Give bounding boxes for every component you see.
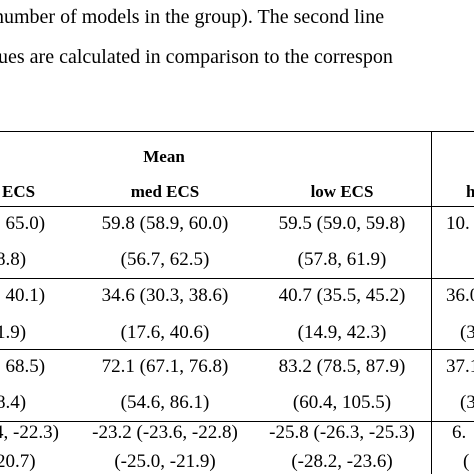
table-cell: (-25.0, -21.9) (114, 451, 216, 472)
table-cell: (54.6, 86.1) (120, 392, 210, 413)
column-header-low-ecs: low ECS (310, 182, 374, 201)
table-cell: 1.9) (0, 322, 27, 343)
table-top-rule (0, 131, 474, 132)
table-cell: (3 (460, 322, 474, 343)
table-cell: , 68.5) (0, 356, 46, 377)
table-column-divider (431, 131, 432, 474)
column-header-med-ecs: med ECS (130, 182, 200, 201)
table-cell: (56.7, 62.5) (120, 249, 210, 270)
table-cell: 59.5 (59.0, 59.8) (278, 213, 406, 234)
column-header-partial: h (466, 182, 474, 201)
table-cell: 37.1 (446, 356, 474, 377)
table-cell: (-28.2, -23.6) (291, 451, 393, 472)
table-cell: (17.6, 40.6) (120, 322, 210, 343)
table-cell: (14.9, 42.3) (297, 322, 387, 343)
table-cell: -25.8 (-26.3, -25.3) (269, 422, 415, 443)
table-cell: , 40.1) (0, 285, 46, 306)
table-cell: 72.1 (67.1, 76.8) (101, 356, 229, 377)
table-cell: ( (463, 451, 470, 472)
row-separator (0, 421, 474, 422)
table-cell: 8.8) (0, 249, 27, 270)
paragraph-line-1: number of models in the group). The seco… (0, 6, 385, 28)
table-cell: (57.8, 61.9) (297, 249, 387, 270)
table-cell: 36.0 (446, 285, 474, 306)
header-bottom-rule (0, 206, 474, 207)
table-cell: -23.2 (-23.6, -22.8) (92, 422, 238, 443)
table-cell: , 65.0) (0, 213, 46, 234)
table-cell: 4, -22.3) (0, 422, 59, 443)
header-group-mean: Mean (143, 147, 185, 166)
table-cell: 20.7) (0, 451, 36, 472)
table-cell: 8.4) (0, 392, 27, 413)
table-cell: 6. (452, 422, 467, 443)
table-cell: 34.6 (30.3, 38.6) (101, 285, 229, 306)
table-cell: (3 (460, 392, 474, 413)
row-separator (0, 278, 474, 279)
table-cell: (60.4, 105.5) (292, 392, 392, 413)
table-cell: 83.2 (78.5, 87.9) (278, 356, 406, 377)
table-cell: 40.7 (35.5, 45.2) (278, 285, 406, 306)
row-separator (0, 349, 474, 350)
table-cell: 10. (446, 213, 470, 234)
paragraph-line-2: ues are calculated in comparison to the … (0, 46, 393, 68)
table-cell: 59.8 (58.9, 60.0) (101, 213, 229, 234)
column-header-ecs: ECS (2, 182, 36, 201)
